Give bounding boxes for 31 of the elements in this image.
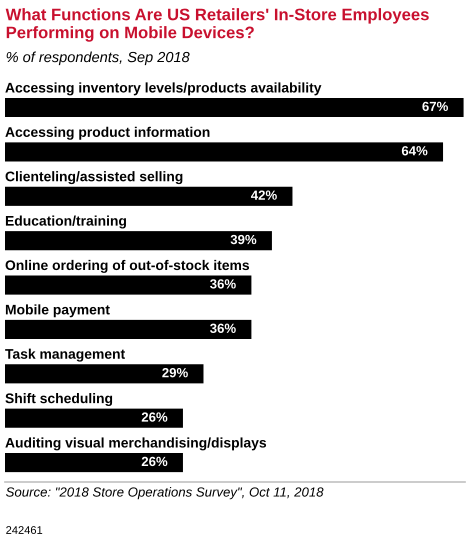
- bar: [5, 142, 444, 162]
- data-label: 64%: [402, 146, 428, 156]
- bar: [5, 364, 204, 384]
- y-tick-label: Clienteling/assisted selling: [6, 171, 182, 184]
- bar: [5, 408, 183, 428]
- data-label: 39%: [230, 234, 256, 244]
- y-tick-label: Mobile payment: [6, 304, 110, 318]
- y-tick-label: Accessing inventory levels/products availability: [5, 82, 322, 96]
- data-label: 67%: [422, 102, 448, 112]
- bar: [5, 98, 464, 118]
- data-label: 36%: [210, 324, 236, 333]
- chart-subtitle: % of respondents, Sep 2018: [6, 51, 190, 66]
- y-tick-label: Auditing visual merchandising/displays: [5, 437, 266, 450]
- text: 242461: [6, 526, 42, 534]
- y-tick-label: Education/training: [6, 216, 126, 229]
- bar: [5, 186, 292, 206]
- data-label: 29%: [162, 368, 188, 378]
- y-tick-label: Task management: [5, 348, 125, 362]
- bar: [5, 231, 272, 250]
- y-tick-label: Shift scheduling: [5, 393, 112, 406]
- y-tick-label: Accessing product information: [5, 126, 210, 140]
- data-label: 36%: [210, 279, 236, 289]
- y-tick-label: Online ordering of out-of-stock items: [6, 260, 250, 273]
- bar: [5, 320, 252, 339]
- bar: [5, 276, 252, 295]
- chart-title: What Functions Are US Retailers' In-Store Employees Performing on Mobile Devices?: [6, 8, 429, 42]
- source-note: Source: "2018 Store Operations Survey", Oct 11, 2018: [6, 487, 324, 500]
- data-label: 26%: [142, 456, 168, 466]
- data-label: 42%: [251, 190, 277, 200]
- data-label: 26%: [142, 412, 168, 422]
- bar: [5, 453, 183, 472]
